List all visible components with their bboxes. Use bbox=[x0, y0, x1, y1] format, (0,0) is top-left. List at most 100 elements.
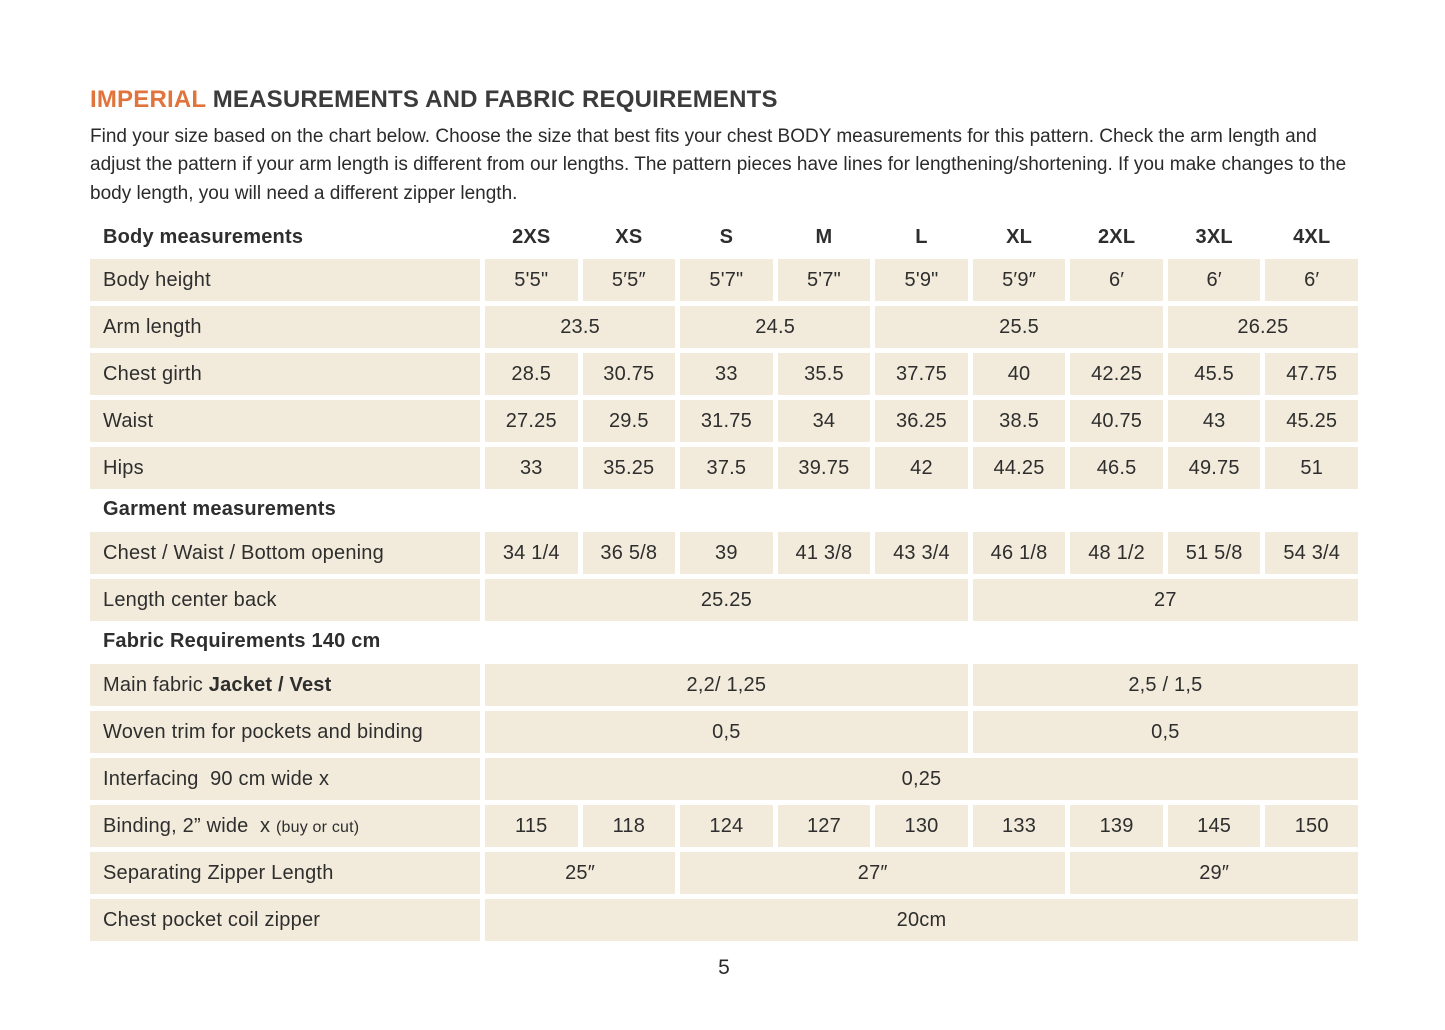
table-row: Body height 5'5" 5′5″ 5'7" 5'7" 5'9" 5′9″ 6′ 6′ 6… bbox=[90, 259, 1358, 302]
value-cell: 46 1/8 bbox=[972, 532, 1066, 575]
row-label: Separating Zipper Length bbox=[90, 852, 480, 895]
value-cell: 127 bbox=[777, 805, 871, 848]
value-cell: 43 3/4 bbox=[875, 532, 968, 575]
row-values: 0,5 0,5 bbox=[485, 711, 1358, 754]
table-row: Waist 27.25 29.5 31.75 34 36.25 38.5 40.75 43 45.… bbox=[90, 400, 1358, 443]
row-label: Chest girth bbox=[90, 353, 480, 396]
value-cell: 124 bbox=[680, 805, 773, 848]
value-cell: 133 bbox=[972, 805, 1066, 848]
value-cell: 0,5 bbox=[485, 711, 968, 754]
row-label: Waist bbox=[90, 400, 480, 443]
size-column-header: 4XL bbox=[1293, 225, 1331, 248]
table-row: Arm length 23.5 24.5 25.5 26.25 bbox=[90, 306, 1358, 349]
size-column-header: 3XL bbox=[1195, 225, 1233, 248]
value-cell: 145 bbox=[1167, 805, 1261, 848]
table-row: Woven trim for pockets and binding 0,5 0,5 bbox=[90, 711, 1358, 754]
value-cell: 26.25 bbox=[1167, 306, 1358, 349]
value-cell: 25″ bbox=[485, 852, 676, 895]
value-cell: 54 3/4 bbox=[1265, 532, 1358, 575]
intro-paragraph: Find your size based on the chart below.… bbox=[90, 125, 1347, 204]
value-cell: 45.5 bbox=[1167, 353, 1261, 396]
row-label: Fabric Requirements 140 cm bbox=[103, 630, 381, 653]
row-label: Chest / Waist / Bottom opening bbox=[90, 532, 480, 575]
row-label: Interfacing 90 cm wide x bbox=[90, 758, 480, 801]
value-cell: 47.75 bbox=[1265, 353, 1358, 396]
row-label: Arm length bbox=[90, 306, 480, 349]
table-row: Chest / Waist / Bottom opening 34 1/4 36 5… bbox=[90, 532, 1358, 575]
row-values: 33 35.25 37.5 39.75 42 44.25 46.5 49.75 51 bbox=[485, 447, 1358, 490]
value-cell: 33 bbox=[485, 447, 578, 490]
row-label-part: Binding, 2” wide x bbox=[103, 814, 276, 837]
table-row: Hips 33 35.25 37.5 39.75 42 44.25 46.5 49.75 51 bbox=[90, 447, 1358, 490]
value-cell: 42 bbox=[875, 447, 968, 490]
value-cell: 150 bbox=[1265, 805, 1358, 848]
row-values: 23.5 24.5 25.5 26.25 bbox=[485, 306, 1358, 349]
size-column-header: M bbox=[815, 225, 833, 248]
value-cell: 39.75 bbox=[777, 447, 871, 490]
value-cell: 5′9″ bbox=[972, 259, 1066, 302]
value-cell: 6′ bbox=[1070, 259, 1163, 302]
table-row: Chest pocket coil zipper 20cm bbox=[90, 899, 1358, 942]
row-label: Garment measurements bbox=[103, 498, 336, 521]
title-rest: MEASUREMENTS AND FABRIC REQUIREMENTS bbox=[205, 86, 778, 113]
row-label: Binding, 2” wide x (buy or cut) bbox=[90, 805, 480, 848]
value-cell: 6′ bbox=[1167, 259, 1261, 302]
row-values: 28.5 30.75 33 35.5 37.75 40 42.25 45.5 47.75 bbox=[485, 353, 1358, 396]
value-cell: 6′ bbox=[1265, 259, 1358, 302]
value-cell: 42.25 bbox=[1070, 353, 1163, 396]
value-cell: 115 bbox=[485, 805, 578, 848]
section-header-row: Fabric Requirements 140 cm bbox=[90, 626, 1358, 657]
table-row: Main fabric Jacket / Vest 2,2/ 1,25 2,5 / … bbox=[90, 664, 1358, 707]
value-cell: 5'7" bbox=[777, 259, 871, 302]
value-cell: 139 bbox=[1070, 805, 1163, 848]
row-label: Main fabric Jacket / Vest bbox=[90, 664, 480, 707]
value-cell: 33 bbox=[680, 353, 773, 396]
row-values: 5'5" 5′5″ 5'7" 5'7" 5'9" 5′9″ 6′ 6′ 6′ bbox=[485, 259, 1358, 302]
row-label-part: Main fabric bbox=[103, 673, 209, 696]
size-column-header: XS bbox=[615, 225, 643, 248]
measurement-table: Body measurements 2XS XS S M L XL 2XL 3XL 4XL Body… bbox=[90, 222, 1358, 942]
value-cell: 51 bbox=[1265, 447, 1358, 490]
value-cell: 31.75 bbox=[680, 400, 773, 443]
column-header-row: Body measurements 2XS XS S M L XL 2XL 3XL 4XL bbox=[90, 222, 1358, 252]
value-cell: 25.25 bbox=[485, 579, 968, 622]
section-header-row: Garment measurements bbox=[90, 494, 1358, 525]
value-cell: 37.75 bbox=[875, 353, 968, 396]
size-column-header: L bbox=[915, 225, 928, 248]
value-cell: 40.75 bbox=[1070, 400, 1163, 443]
value-cell: 25.5 bbox=[875, 306, 1163, 349]
value-cell: 35.25 bbox=[582, 447, 676, 490]
value-cell: 30.75 bbox=[582, 353, 676, 396]
value-cell: 48 1/2 bbox=[1070, 532, 1163, 575]
row-label-part: (buy or cut) bbox=[275, 818, 360, 836]
value-cell: 34 bbox=[777, 400, 871, 443]
value-cell: 23.5 bbox=[485, 306, 676, 349]
value-cell: 0,5 bbox=[972, 711, 1358, 754]
value-cell: 38.5 bbox=[972, 400, 1066, 443]
value-cell: 51 5/8 bbox=[1167, 532, 1261, 575]
value-cell: 29.5 bbox=[582, 400, 676, 443]
row-values: 2,2/ 1,25 2,5 / 1,5 bbox=[485, 664, 1358, 707]
row-label: Chest pocket coil zipper bbox=[90, 899, 480, 942]
row-values: 27.25 29.5 31.75 34 36.25 38.5 40.75 43 45.25 bbox=[485, 400, 1358, 443]
value-cell: 2,2/ 1,25 bbox=[485, 664, 968, 707]
value-cell: 46.5 bbox=[1070, 447, 1163, 490]
value-cell: 35.5 bbox=[777, 353, 871, 396]
row-label: Body measurements bbox=[103, 225, 304, 248]
row-label-part: Jacket / Vest bbox=[208, 673, 332, 696]
value-cell: 118 bbox=[582, 805, 676, 848]
value-cell: 36.25 bbox=[875, 400, 968, 443]
row-values: 0,25 bbox=[485, 758, 1358, 801]
value-cell: 20cm bbox=[485, 899, 1358, 942]
table-row: Interfacing 90 cm wide x 0,25 bbox=[90, 758, 1358, 801]
value-cell: 37.5 bbox=[680, 447, 773, 490]
value-cell: 5'5" bbox=[485, 259, 578, 302]
title-highlight: IMPERIAL bbox=[90, 86, 206, 113]
row-label: Woven trim for pockets and binding bbox=[90, 711, 480, 754]
value-cell: 40 bbox=[972, 353, 1066, 396]
value-cell: 44.25 bbox=[972, 447, 1066, 490]
value-cell: 5′5″ bbox=[582, 259, 676, 302]
table-row: Chest girth 28.5 30.75 33 35.5 37.75 40 42.25 45… bbox=[90, 353, 1358, 396]
table-row: Length center back 25.25 27 bbox=[90, 579, 1358, 622]
